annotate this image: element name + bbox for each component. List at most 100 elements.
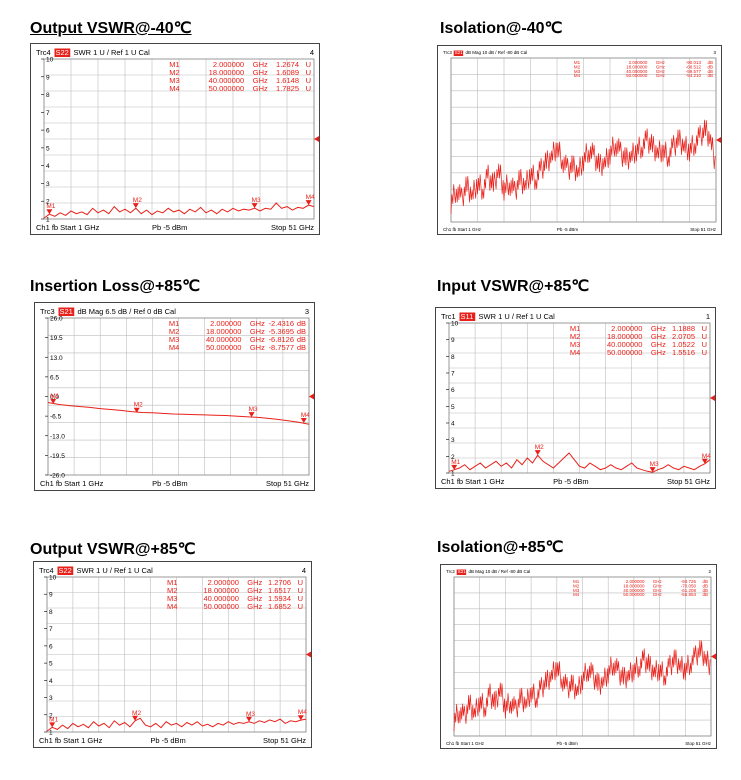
- marker-name: M3: [574, 69, 581, 74]
- marker-triangle: [50, 398, 57, 404]
- marker-freq-unit: GHz: [247, 594, 262, 603]
- marker-triangle: [701, 458, 708, 464]
- marker-freq-unit: GHz: [250, 327, 265, 336]
- marker-freq-unit: GHz: [651, 324, 666, 333]
- trace-line: [448, 452, 711, 473]
- marker-readout: M1 2.000000 GHz 1.2674 U M2 18.000000 GHz 1.6089…: [169, 60, 311, 93]
- y-tick-label: 26.0: [50, 316, 63, 323]
- marker-label: M4: [301, 412, 310, 419]
- trace-label: Trc3: [40, 307, 55, 316]
- marker-freq-unit: GHz: [653, 592, 663, 597]
- param-badge: [453, 50, 464, 56]
- marker-name: M4: [169, 343, 179, 352]
- trace-label: Trc3: [443, 50, 452, 55]
- marker-triangle: [248, 412, 255, 418]
- marker-value-unit: U: [702, 348, 707, 357]
- grid: [46, 576, 307, 733]
- marker-freq-unit: GHz: [651, 332, 666, 341]
- marker-freq: 2.000000: [210, 319, 241, 328]
- trace-header: Trc3 S21 dB Mag 10 dB / Ref -80 dB Cal 3: [443, 50, 716, 56]
- y-tick-label: 6: [49, 643, 53, 650]
- marker-label: M1: [46, 203, 55, 210]
- marker-freq: 40.000000: [623, 588, 645, 593]
- marker-freq: 50.000000: [204, 602, 239, 611]
- y-tick-label: 8: [451, 354, 455, 361]
- marker-name: M4: [573, 592, 580, 597]
- footer-start: Ch1 fb Start 1 GHz: [40, 479, 104, 488]
- marker-value-unit: U: [298, 594, 303, 603]
- marker-freq-unit: GHz: [656, 73, 666, 78]
- marker-name: M1: [573, 579, 580, 584]
- y-tick-label: 1: [49, 730, 53, 737]
- y-tick-label: 4: [46, 163, 50, 170]
- y-tick-label: 9: [46, 74, 50, 81]
- marker-value-unit: dB: [297, 335, 306, 344]
- trace-line: [46, 717, 307, 732]
- marker-value: -59.577: [686, 69, 702, 74]
- marker-value-unit: dB: [702, 588, 708, 593]
- y-tick-label: -19.5: [50, 453, 65, 460]
- channel-number: 3: [713, 50, 716, 55]
- y-tick-label: 7: [451, 371, 455, 378]
- marker-value-unit: U: [702, 340, 707, 349]
- marker-freq: 50.000000: [626, 73, 648, 78]
- vna-screen: Trc4 S22 SWR 1 U / Ref 1 U Cal 4 10 9 8 7 6 5 4 3 2 1…: [33, 561, 312, 748]
- ref-level-arrow: [306, 651, 311, 658]
- y-tick-label: 9: [451, 337, 455, 344]
- param-badge: [57, 566, 74, 575]
- y-tick-label: -6.5: [50, 414, 62, 421]
- marker-value-unit: dB: [707, 60, 713, 65]
- marker-freq: 2.000000: [629, 60, 648, 65]
- marker-freq: 40.000000: [607, 340, 642, 349]
- marker-label: M3: [246, 711, 255, 718]
- vna-screen: Trc3 S21 dB Mag 10 dB / Ref -80 dB Cal 3 M1 2…: [437, 45, 722, 235]
- marker-value: -8.7577: [269, 343, 294, 352]
- trace-label: Trc4: [39, 566, 54, 575]
- channel-number: 4: [310, 48, 314, 57]
- marker-value: 2.0705: [672, 332, 695, 341]
- marker-value: 1.6517: [268, 586, 291, 595]
- marker-freq: 50.000000: [206, 343, 241, 352]
- marker-triangle: [451, 464, 458, 470]
- marker-value-unit: U: [306, 60, 311, 69]
- marker-freq: 50.000000: [209, 84, 244, 93]
- channel-number: 4: [302, 566, 306, 575]
- footer-start: Ch1 fb Start 1 GHz: [446, 741, 485, 746]
- y-tick-label: 6: [46, 128, 50, 135]
- y-tick-label: 5: [46, 145, 50, 152]
- channel-footer: Ch1 fb Start 1 GHz Pb -5 dBm Stop 51 GHz: [39, 736, 306, 745]
- marker-freq-unit: GHz: [250, 319, 265, 328]
- y-tick-label: 4: [49, 678, 53, 685]
- channel-number: 2: [708, 569, 711, 574]
- marker-value: -6.8126: [269, 335, 294, 344]
- marker-freq-unit: GHz: [651, 340, 666, 349]
- marker-freq: 50.000000: [623, 592, 645, 597]
- marker-readout: M1 2.000000 GHz 1.1888 U M2 18.000000 GHz 2.0705…: [570, 324, 707, 357]
- param-label: S11: [461, 312, 474, 321]
- marker-label: M1: [50, 393, 59, 400]
- vna-chart: Trc3 S21 dB Mag 6.5 dB / Ref 0 dB Cal 3 26.0…: [40, 307, 314, 488]
- marker-triangle: [49, 722, 56, 728]
- marker-value: -2.4316: [269, 319, 294, 328]
- marker-freq-unit: GHz: [250, 335, 265, 344]
- channel-footer: Ch1 fb Start 1 GHz Pb -5 dBm Stop 51 GHz: [36, 223, 314, 232]
- marker-freq-unit: GHz: [656, 69, 666, 74]
- param-label: S22: [59, 566, 72, 575]
- vna-screen: Trc4 S22 SWR 1 U / Ref 1 U Cal 4 10 9 8 7 6 5 4 3 2 1…: [30, 43, 320, 235]
- marker-freq: 2.000000: [626, 579, 645, 584]
- y-tick-label: 7: [46, 110, 50, 117]
- marker-name: M2: [169, 327, 179, 336]
- format-scale-ref: dB Mag 10 dB / Ref -80 dB Cal: [469, 569, 531, 574]
- marker-value-unit: U: [298, 602, 303, 611]
- grid: [448, 322, 711, 474]
- footer-stop: Stop 51 GHz: [685, 741, 712, 746]
- y-tick-label: 5: [451, 404, 455, 411]
- marker-freq-unit: GHz: [651, 348, 666, 357]
- marker-freq: 40.000000: [206, 335, 241, 344]
- y-tick-label: 2: [451, 454, 455, 461]
- param-badge: [459, 312, 476, 321]
- marker-value: 1.6089: [276, 68, 299, 77]
- footer-power: Pb -5 dBm: [557, 227, 579, 232]
- marker-value: 1.7825: [276, 84, 299, 93]
